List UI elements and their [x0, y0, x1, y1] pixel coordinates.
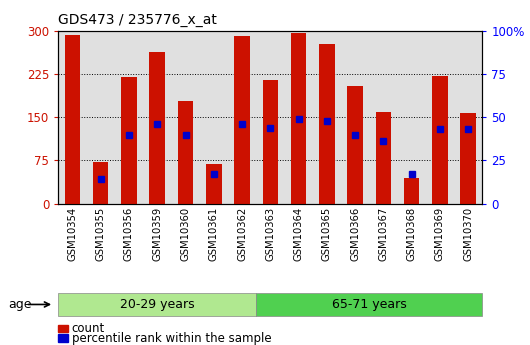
Text: GDS473 / 235776_x_at: GDS473 / 235776_x_at [58, 13, 217, 27]
Bar [234, 36, 250, 204]
Bar [65, 35, 80, 204]
Text: GSM10360: GSM10360 [181, 207, 190, 261]
Bar [432, 76, 448, 204]
Text: GSM10354: GSM10354 [67, 207, 77, 261]
Text: GSM10370: GSM10370 [463, 207, 473, 261]
Text: percentile rank within the sample: percentile rank within the sample [72, 332, 271, 345]
Bar [93, 162, 109, 204]
Bar [291, 33, 306, 204]
Bar [461, 113, 476, 204]
Text: GSM10364: GSM10364 [294, 207, 304, 261]
Text: GSM10362: GSM10362 [237, 207, 247, 261]
Bar [376, 111, 391, 204]
Text: GSM10367: GSM10367 [378, 207, 388, 261]
Bar [319, 44, 334, 204]
Bar [347, 86, 363, 204]
Bar [404, 178, 419, 204]
Text: GSM10366: GSM10366 [350, 207, 360, 261]
Text: GSM10363: GSM10363 [266, 207, 275, 261]
Bar [206, 165, 222, 204]
Bar [178, 101, 193, 204]
Text: GSM10365: GSM10365 [322, 207, 332, 261]
Bar [149, 52, 165, 204]
Text: GSM10368: GSM10368 [407, 207, 417, 261]
Bar [121, 77, 137, 204]
Text: age: age [8, 298, 31, 311]
Text: GSM10369: GSM10369 [435, 207, 445, 261]
Text: count: count [72, 322, 105, 335]
Text: GSM10355: GSM10355 [96, 207, 105, 261]
Text: GSM10359: GSM10359 [152, 207, 162, 261]
Text: GSM10361: GSM10361 [209, 207, 219, 261]
Text: 65-71 years: 65-71 years [332, 298, 407, 311]
Text: GSM10356: GSM10356 [124, 207, 134, 261]
Text: 20-29 years: 20-29 years [120, 298, 195, 311]
Bar [262, 80, 278, 204]
